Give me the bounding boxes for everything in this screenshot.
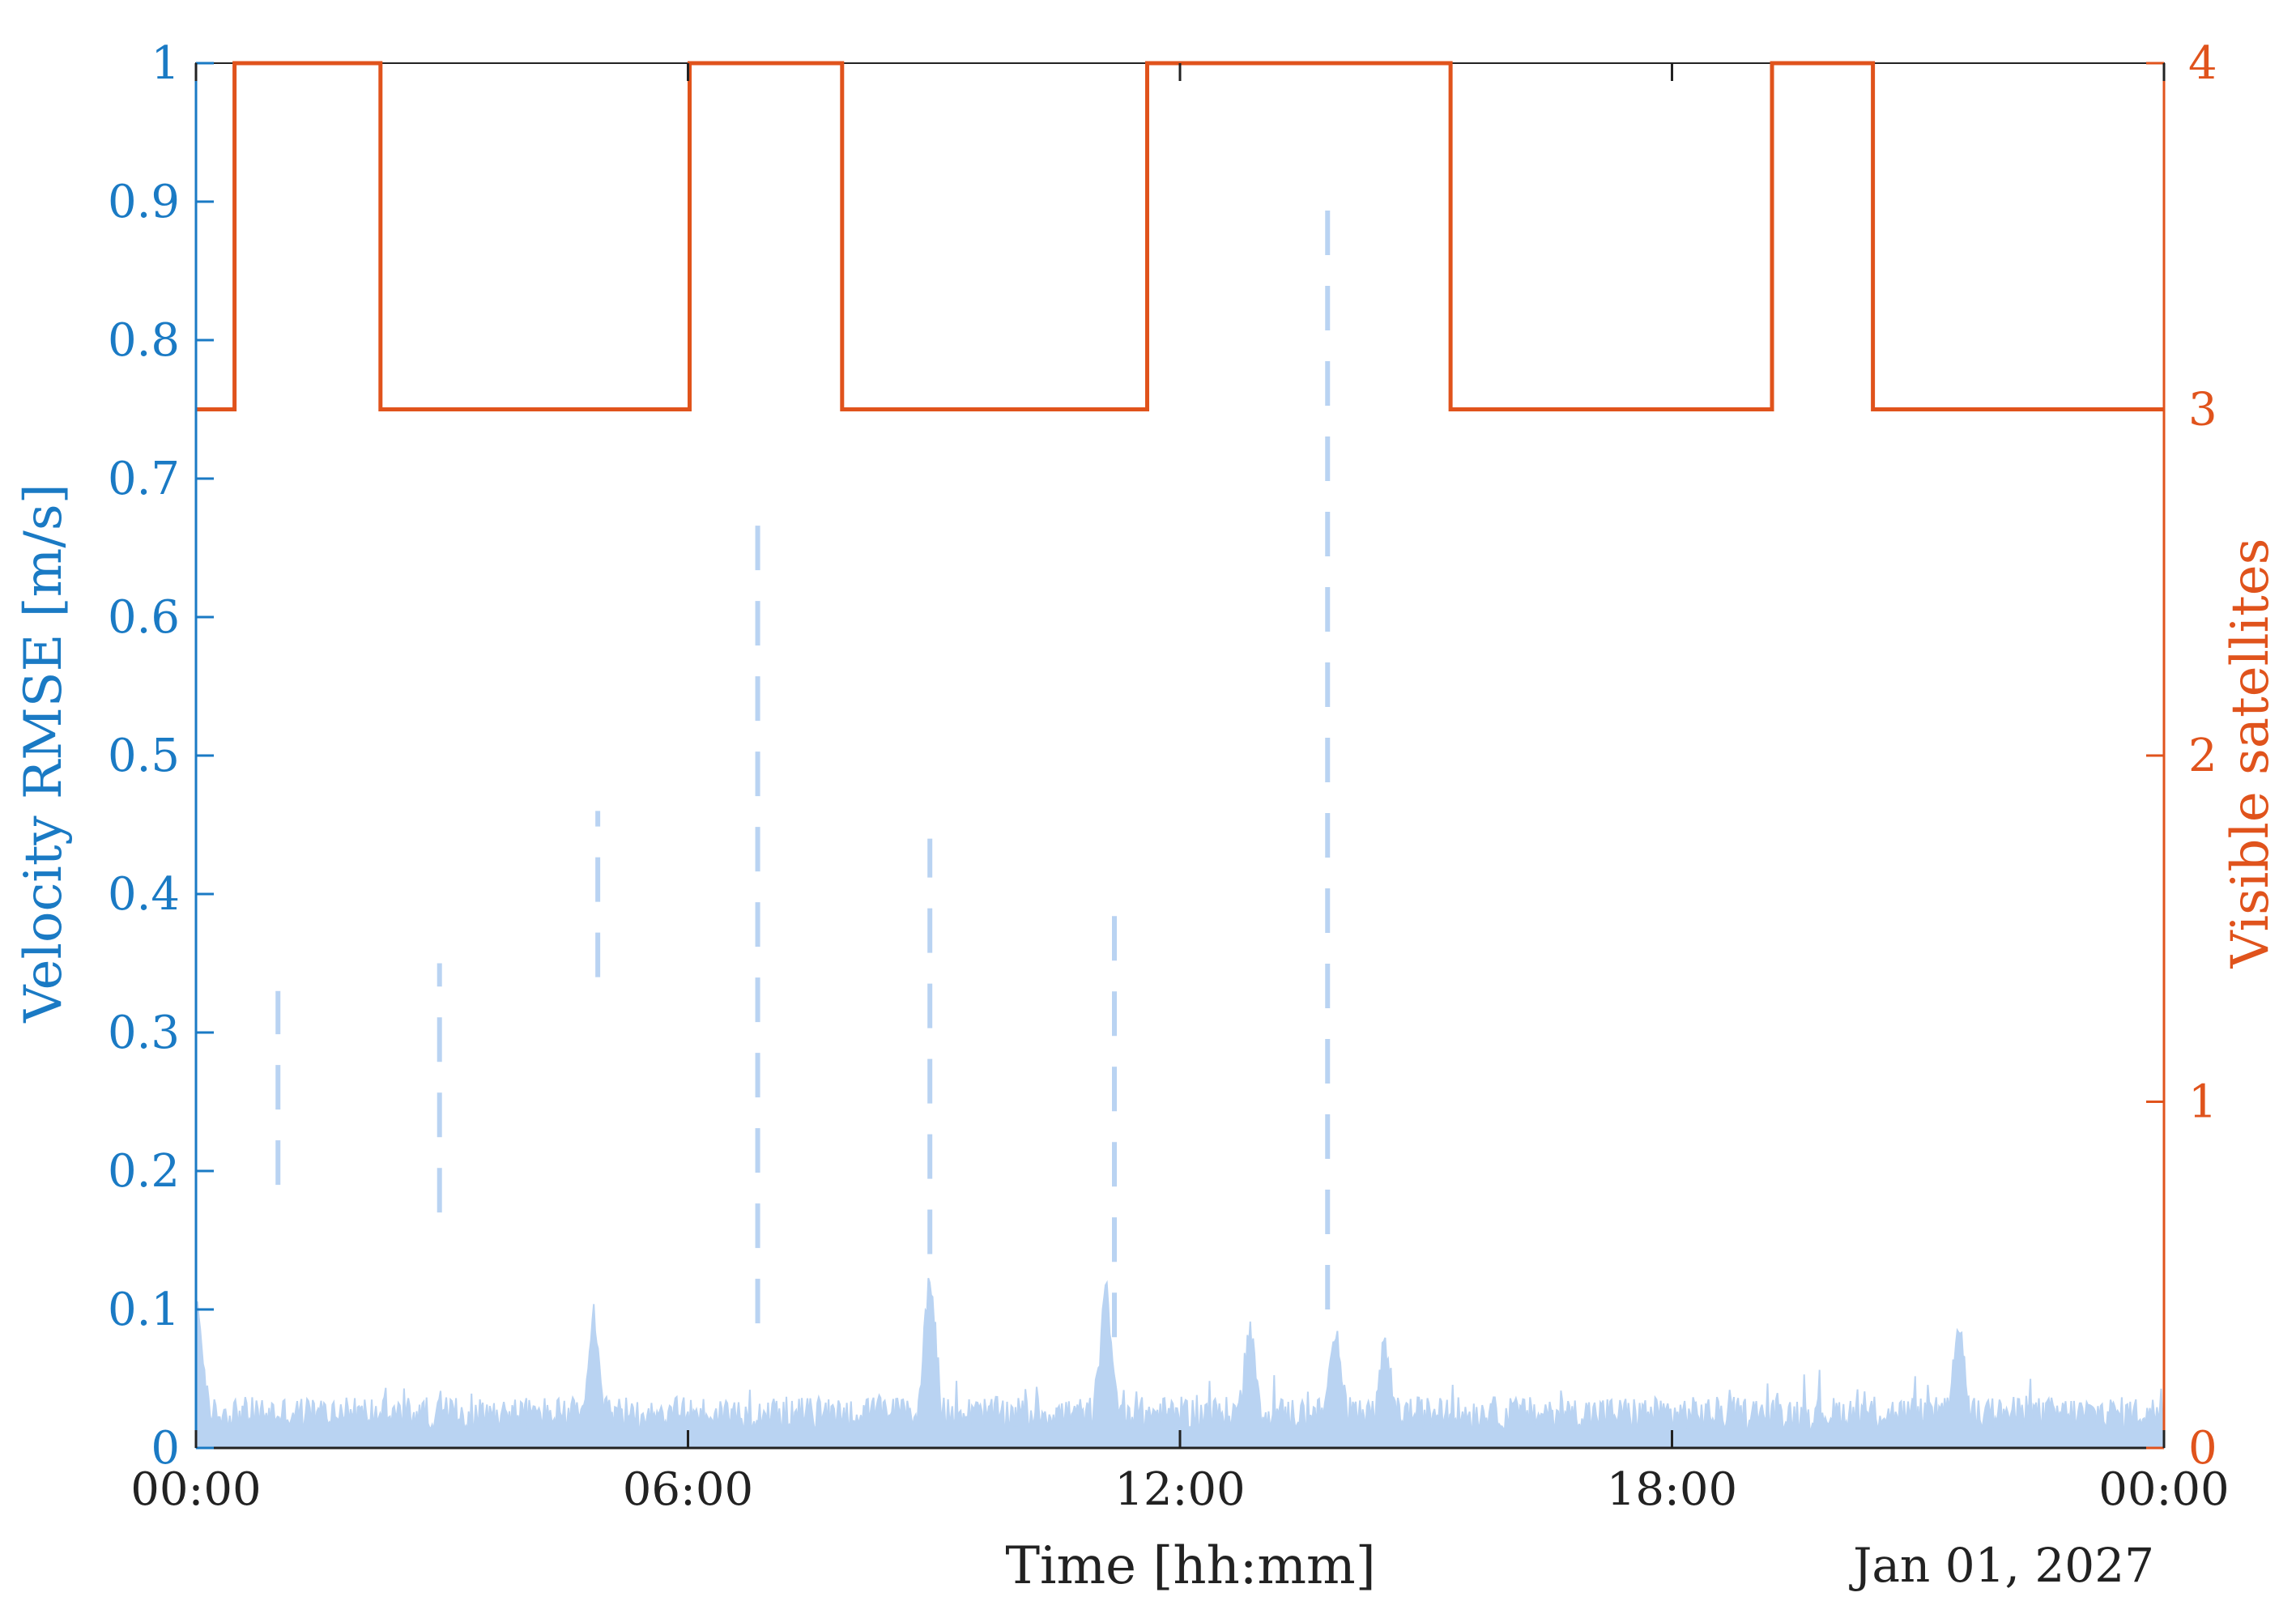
- left-tick-label: 0.9: [108, 176, 180, 228]
- left-tick-label: 0.6: [108, 591, 180, 644]
- y-axis-label-right: Visible satellites: [2221, 539, 2281, 969]
- right-tick-label: 0: [2188, 1422, 2217, 1475]
- visible-satellites-line: [196, 61, 2164, 411]
- plot-frame: [195, 62, 2165, 1449]
- x-tick-label: 12:00: [1114, 1463, 1245, 1516]
- right-tick-label: 2: [2188, 730, 2217, 782]
- plot-area: [194, 61, 2166, 1450]
- left-tick-label: 1: [151, 37, 180, 90]
- left-tick-label: 0.8: [108, 314, 180, 367]
- left-tick-label: 0: [151, 1422, 180, 1475]
- y-axis-label-left: Velocity RMSE [m/s]: [14, 483, 74, 1023]
- right-tick-label: 4: [2188, 37, 2217, 90]
- right-axis-ticks: 0 1 2 3 4: [2146, 37, 2217, 1475]
- left-tick-label: 0.4: [108, 868, 180, 921]
- left-tick-label: 0.1: [108, 1284, 180, 1336]
- x-axis-ticks: 00:00 06:00 12:00 18:00 00:00: [130, 63, 2230, 1516]
- x-tick-label: 00:00: [2098, 1463, 2229, 1516]
- visible-satellites-series: [196, 61, 2164, 411]
- left-tick-label: 0.5: [108, 730, 180, 782]
- right-tick-label: 1: [2188, 1076, 2217, 1129]
- left-tick-label: 0.7: [108, 453, 180, 505]
- x-tick-label: 18:00: [1607, 1463, 1737, 1516]
- x-tick-label: 00:00: [130, 1463, 261, 1516]
- velocity-rmse-band: [195, 1278, 2165, 1449]
- date-label: Jan 01, 2027: [1849, 1538, 2154, 1593]
- left-tick-label: 0.3: [108, 1007, 180, 1059]
- velocity-rmse-series: [195, 187, 2165, 1449]
- right-tick-label: 3: [2188, 384, 2217, 436]
- left-axis-ticks: 0 0.1 0.2 0.3 0.4 0.5 0.6 0.7 0.8 0.9 1: [108, 37, 214, 1475]
- left-tick-label: 0.2: [108, 1145, 180, 1198]
- x-axis-label: Time [hh:mm]: [1005, 1536, 1375, 1596]
- x-tick-label: 06:00: [623, 1463, 753, 1516]
